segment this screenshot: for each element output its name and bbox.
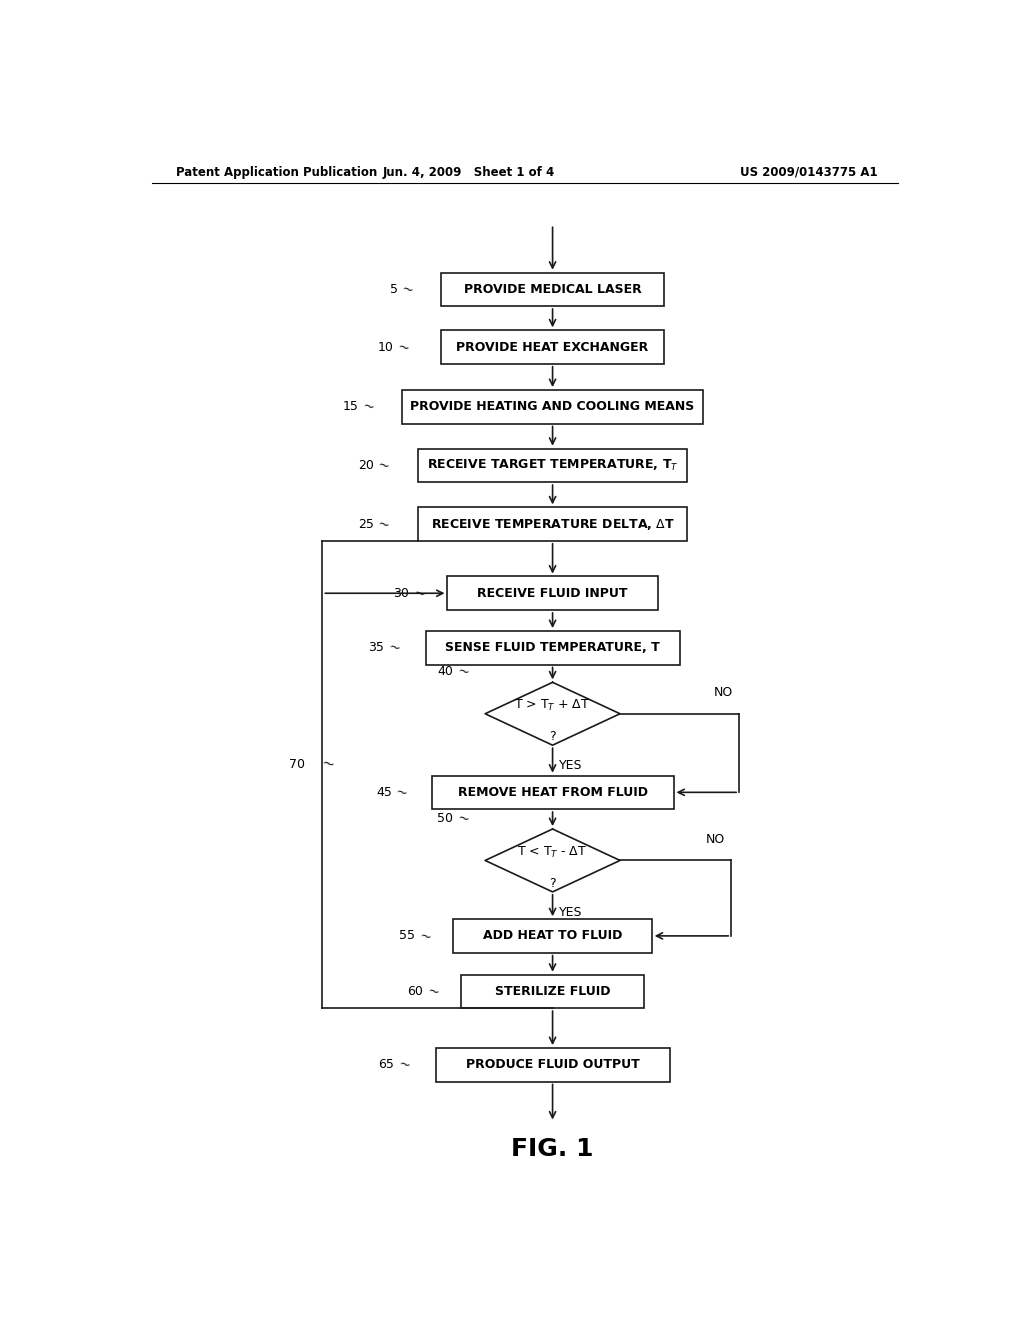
Text: ∼: ∼	[396, 1056, 412, 1073]
FancyBboxPatch shape	[426, 631, 680, 664]
Text: 25: 25	[358, 517, 374, 531]
Text: Jun. 4, 2009   Sheet 1 of 4: Jun. 4, 2009 Sheet 1 of 4	[383, 165, 555, 178]
Text: 15: 15	[342, 400, 358, 413]
Text: 55: 55	[399, 929, 416, 942]
FancyBboxPatch shape	[462, 974, 644, 1008]
FancyBboxPatch shape	[435, 1048, 670, 1081]
Text: ∼: ∼	[400, 281, 415, 297]
Text: 10: 10	[378, 341, 394, 354]
Text: ?: ?	[549, 730, 556, 743]
Text: 65: 65	[379, 1059, 394, 1072]
Text: 20: 20	[358, 459, 374, 473]
Text: RECEIVE TEMPERATURE DELTA, $\Delta$T: RECEIVE TEMPERATURE DELTA, $\Delta$T	[430, 516, 675, 532]
Text: 50: 50	[437, 812, 454, 825]
Text: 35: 35	[369, 642, 384, 655]
Text: ∼: ∼	[456, 664, 471, 680]
Text: Patent Application Publication: Patent Application Publication	[176, 165, 377, 178]
Text: ∼: ∼	[319, 755, 336, 774]
FancyBboxPatch shape	[418, 449, 687, 482]
Text: RECEIVE TARGET TEMPERATURE, T$_T$: RECEIVE TARGET TEMPERATURE, T$_T$	[427, 458, 678, 473]
FancyBboxPatch shape	[401, 389, 703, 424]
FancyBboxPatch shape	[454, 919, 652, 953]
Text: ∼: ∼	[396, 339, 411, 355]
FancyBboxPatch shape	[431, 776, 674, 809]
Text: SENSE FLUID TEMPERATURE, T: SENSE FLUID TEMPERATURE, T	[445, 642, 659, 655]
Text: ∼: ∼	[426, 983, 440, 999]
Text: ∼: ∼	[377, 457, 391, 474]
Text: ∼: ∼	[387, 639, 401, 656]
Text: ∼: ∼	[377, 516, 391, 532]
Text: 70: 70	[289, 758, 305, 771]
Text: ∼: ∼	[360, 399, 376, 414]
Text: RECEIVE FLUID INPUT: RECEIVE FLUID INPUT	[477, 587, 628, 599]
Text: PROVIDE HEATING AND COOLING MEANS: PROVIDE HEATING AND COOLING MEANS	[411, 400, 694, 413]
Polygon shape	[485, 829, 620, 892]
Text: YES: YES	[559, 759, 583, 772]
FancyBboxPatch shape	[441, 330, 664, 364]
Text: ?: ?	[549, 876, 556, 890]
Text: PROVIDE HEAT EXCHANGER: PROVIDE HEAT EXCHANGER	[457, 341, 648, 354]
FancyBboxPatch shape	[441, 273, 664, 306]
FancyBboxPatch shape	[447, 577, 657, 610]
Text: 60: 60	[408, 985, 423, 998]
Text: REMOVE HEAT FROM FLUID: REMOVE HEAT FROM FLUID	[458, 785, 647, 799]
Text: PRODUCE FLUID OUTPUT: PRODUCE FLUID OUTPUT	[466, 1059, 639, 1072]
Text: NO: NO	[706, 833, 725, 846]
Text: 40: 40	[437, 665, 454, 678]
Text: ∼: ∼	[394, 784, 410, 801]
Text: PROVIDE MEDICAL LASER: PROVIDE MEDICAL LASER	[464, 282, 641, 296]
Text: 5: 5	[390, 282, 397, 296]
Text: YES: YES	[559, 906, 583, 919]
FancyBboxPatch shape	[418, 507, 687, 541]
Text: STERILIZE FLUID: STERILIZE FLUID	[495, 985, 610, 998]
Text: 45: 45	[376, 785, 392, 799]
Text: T > T$_T$ + $\Delta$T: T > T$_T$ + $\Delta$T	[514, 698, 591, 713]
Text: ∼: ∼	[412, 585, 427, 602]
Text: ∼: ∼	[418, 928, 432, 944]
Text: T < T$_T$ - $\Delta$T: T < T$_T$ - $\Delta$T	[517, 845, 588, 859]
Text: NO: NO	[714, 686, 733, 700]
Text: FIG. 1: FIG. 1	[511, 1137, 594, 1160]
Text: ∼: ∼	[456, 810, 471, 826]
Text: 30: 30	[393, 587, 410, 599]
Polygon shape	[485, 682, 620, 746]
Text: US 2009/0143775 A1: US 2009/0143775 A1	[740, 165, 878, 178]
Text: ADD HEAT TO FLUID: ADD HEAT TO FLUID	[483, 929, 623, 942]
